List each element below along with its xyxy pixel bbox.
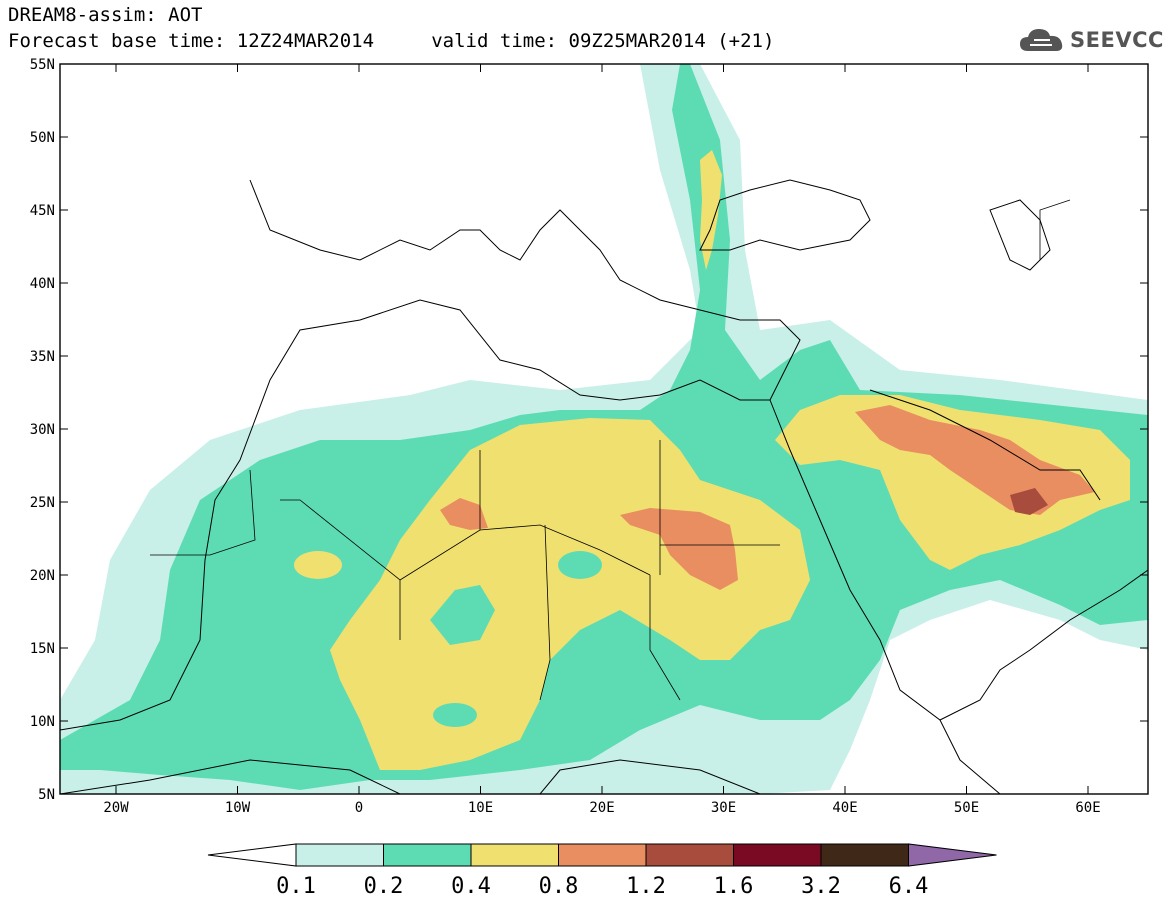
lat-label: 30N	[30, 422, 55, 438]
latitude-axis: 55N 50N 45N 40N 35N 30N 25N 20N 15N 10N 5N	[30, 57, 1148, 803]
lat-label: 20N	[30, 568, 55, 584]
aot-contour-0-8-1	[440, 498, 488, 530]
colorbar-label: 1.6	[714, 874, 754, 899]
colorbar-label: 1.2	[626, 874, 666, 899]
colorbar: 0.1 0.2 0.4 0.8 1.2 1.6 3.2 6.4	[207, 843, 997, 899]
lon-label: 50E	[954, 800, 979, 816]
aot-contour-0-4-west	[294, 551, 342, 579]
colorbar-label: 3.2	[801, 874, 841, 899]
colorbar-label: 0.4	[451, 874, 491, 899]
colorbar-swatch	[295, 843, 384, 867]
lat-label: 35N	[30, 349, 55, 365]
lat-label: 15N	[30, 641, 55, 657]
colorbar-under-arrow	[207, 843, 297, 867]
logo-text: SEEVCCC	[1070, 28, 1165, 52]
forecast-time-line: Forecast base time: 12Z24MAR2014 valid t…	[8, 30, 775, 52]
lon-label: 60E	[1075, 800, 1100, 816]
colorbar-swatch	[383, 843, 472, 867]
lat-label: 10N	[30, 714, 55, 730]
colorbar-swatch	[645, 843, 734, 867]
lat-label: 25N	[30, 495, 55, 511]
aot-contour-0-8-2	[620, 508, 738, 590]
lat-label: 50N	[30, 130, 55, 146]
lat-label: 55N	[30, 57, 55, 73]
aot-contour-1-2	[1010, 488, 1048, 515]
colorbar-over-arrow	[908, 843, 997, 867]
aot-field	[60, 64, 1148, 794]
aot-contour-green-island-1	[430, 585, 495, 645]
colorbar-label: 6.4	[889, 874, 929, 899]
country-borders	[150, 199, 1071, 701]
lon-label: 10W	[225, 800, 251, 816]
colorbar-swatch	[470, 843, 559, 867]
lon-label: 40E	[832, 800, 857, 816]
lon-label: 20W	[103, 800, 129, 816]
lon-label: 0	[355, 800, 363, 816]
lat-label: 45N	[30, 203, 55, 219]
map-title: DREAM8-assim: AOT	[8, 4, 203, 26]
lon-label: 20E	[589, 800, 614, 816]
lon-label: 30E	[711, 800, 736, 816]
colorbar-label: 0.1	[276, 874, 316, 899]
cloud-icon	[1020, 29, 1063, 51]
seevccc-logo: SEEVCCC	[1018, 22, 1165, 58]
aot-contour-0-8-3	[855, 405, 1095, 515]
aot-contour-0-4-arabia	[775, 395, 1130, 570]
coastlines	[60, 179, 1148, 794]
colorbar-swatch	[820, 843, 909, 867]
colorbar-swatch	[558, 843, 647, 867]
lon-label: 10E	[468, 800, 493, 816]
colorbar-label: 0.2	[364, 874, 404, 899]
aot-contour-green-island-2	[558, 551, 602, 579]
aot-contour-green-island-3	[433, 703, 477, 727]
colorbar-label: 0.8	[539, 874, 579, 899]
colorbar-swatch	[733, 843, 822, 867]
longitude-axis: 20W 10W 0 10E 20E 30E 40E 50E 60E	[103, 64, 1101, 816]
lat-label: 5N	[38, 787, 55, 803]
lat-label: 40N	[30, 276, 55, 292]
